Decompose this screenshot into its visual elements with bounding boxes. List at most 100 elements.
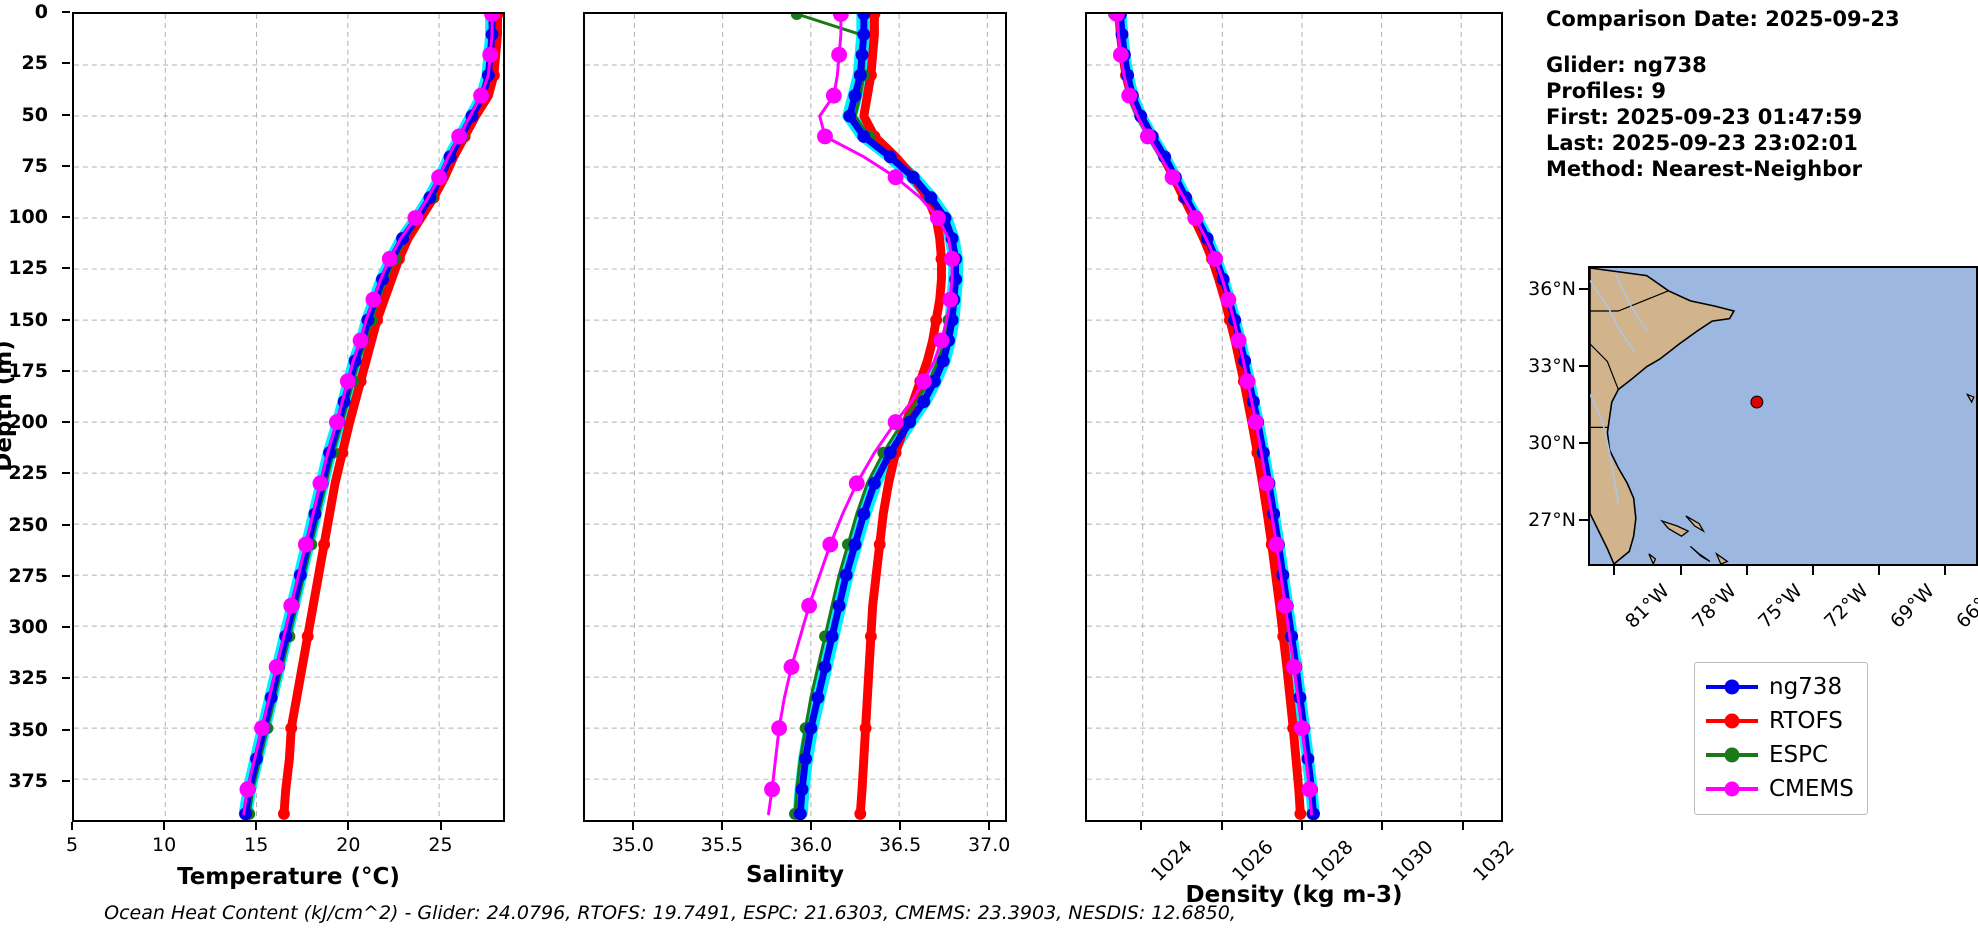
map-island <box>1648 553 1657 564</box>
depth-tick-label: 300 <box>8 616 48 639</box>
depth-tick-mark <box>62 318 70 321</box>
method-line: Method: Nearest-Neighbor <box>1546 157 1862 181</box>
series-marker-ng738 <box>883 150 897 164</box>
depth-tick-label: 100 <box>8 206 48 229</box>
legend-swatch-dot <box>1724 747 1740 763</box>
legend-item-ng738[interactable]: ng738 <box>1706 670 1854 704</box>
series-marker-cmems <box>328 414 345 431</box>
legend-swatch-dot <box>1724 713 1740 729</box>
series-marker-cmems <box>1301 781 1318 798</box>
x-tick-mark <box>71 822 73 830</box>
x-tick-label: 36.5 <box>878 834 922 856</box>
series-marker-rtofs <box>854 807 867 820</box>
x-tick-mark <box>1220 822 1223 830</box>
depth-tick-mark <box>62 421 70 424</box>
x-tick-mark <box>1301 822 1304 830</box>
x-tick-mark <box>631 822 634 830</box>
series-marker-cmems <box>1230 332 1247 349</box>
density-profile-panel <box>1085 12 1503 822</box>
series-marker-cmems <box>887 414 904 431</box>
map-lon-tick-label: 78°W <box>1687 580 1741 633</box>
x-tick-label: 36.0 <box>789 834 833 856</box>
temperature-plot-area <box>74 14 503 820</box>
x-tick-mark <box>439 822 442 830</box>
map-lat-tick-label: 36°N <box>1528 278 1576 301</box>
series-marker-ng738 <box>855 48 869 62</box>
depth-tick-mark <box>62 523 70 526</box>
depth-tick-label: 350 <box>8 718 48 741</box>
legend-item-rtofs[interactable]: RTOFS <box>1706 704 1854 738</box>
series-marker-cmems <box>297 536 314 553</box>
series-marker-cmems <box>1277 597 1294 614</box>
series-marker-cmems <box>1187 210 1204 227</box>
temperature-profile-panel <box>72 12 505 822</box>
map-lat-tick-label: 33°N <box>1528 355 1576 377</box>
series-marker-cmems <box>1139 128 1156 145</box>
series-marker-cmems <box>801 597 818 614</box>
series-marker-rtofs <box>873 538 886 551</box>
series-marker-cmems <box>283 597 300 614</box>
legend-swatch-line <box>1706 713 1758 729</box>
depth-tick-mark <box>62 164 70 167</box>
series-marker-cmems <box>1121 87 1138 104</box>
series-legend[interactable]: ng738 RTOFS ESPC CMEMS <box>1694 662 1868 815</box>
depth-tick-label: 50 <box>21 103 48 126</box>
map-lat-tick <box>1579 518 1588 521</box>
location-map[interactable] <box>1588 266 1978 566</box>
legend-label: ESPC <box>1769 742 1829 768</box>
temperature-axis-title: Temperature (°C) <box>177 864 400 890</box>
x-tick-label: 1032 <box>1468 836 1519 886</box>
series-marker-ng738 <box>811 691 825 705</box>
map-island <box>1965 393 1975 404</box>
series-marker-cmems <box>482 46 499 63</box>
series-marker-cmems <box>1294 720 1310 737</box>
depth-tick-mark <box>62 677 70 680</box>
depth-axis-title: Depth (m) <box>0 340 17 472</box>
density-axis-title: Density (kg m-3) <box>1185 882 1403 908</box>
map-lon-tick <box>1745 566 1748 575</box>
x-tick-mark <box>1140 822 1143 830</box>
glider-line: Glider: ng738 <box>1546 53 1707 77</box>
legend-item-espc[interactable]: ESPC <box>1706 738 1854 772</box>
x-tick-label: 1030 <box>1388 836 1439 886</box>
x-tick-mark <box>720 822 723 830</box>
series-marker-ng738 <box>795 782 809 796</box>
legend-swatch-dot <box>1724 781 1740 797</box>
map-glider-marker <box>1750 395 1764 409</box>
series-marker-cmems <box>771 720 788 737</box>
depth-tick-label: 225 <box>8 462 48 485</box>
x-tick-mark <box>1461 822 1464 830</box>
legend-item-cmems[interactable]: CMEMS <box>1706 772 1854 806</box>
series-marker-ng738 <box>917 395 931 409</box>
series-marker-cmems <box>1207 250 1224 267</box>
series-marker-ng738 <box>848 538 862 551</box>
series-marker-rtofs <box>864 630 877 643</box>
series-marker-cmems <box>831 46 848 63</box>
series-marker-ng738 <box>804 721 818 735</box>
legend-swatch-dot <box>1724 679 1740 695</box>
x-tick-mark <box>1381 822 1384 830</box>
series-marker-ng738 <box>839 568 853 582</box>
depth-tick-label: 325 <box>8 667 48 690</box>
series-marker-ng738 <box>793 807 807 820</box>
map-state-border <box>1590 343 1619 390</box>
map-lon-tick-label: 81°W <box>1621 580 1675 633</box>
map-lon-tick-label: 75°W <box>1753 580 1807 633</box>
legend-swatch-line <box>1706 679 1758 695</box>
series-marker-ng738 <box>936 354 950 368</box>
map-lon-tick-label: 72°W <box>1819 580 1873 633</box>
series-marker-cmems <box>451 128 468 145</box>
map-lon-tick <box>1679 566 1682 575</box>
series-marker-ng738 <box>945 313 959 327</box>
depth-tick-label: 250 <box>8 513 48 536</box>
series-marker-rtofs <box>1294 807 1307 820</box>
depth-tick-label: 150 <box>8 308 48 331</box>
series-marker-rtofs <box>336 446 349 459</box>
series-marker-cmems <box>764 781 780 798</box>
x-tick-label: 10 <box>152 834 177 856</box>
x-tick-label: 1026 <box>1227 836 1278 886</box>
series-marker-ng738 <box>857 14 871 21</box>
series-marker-cmems <box>817 128 833 145</box>
map-island <box>1689 545 1711 562</box>
